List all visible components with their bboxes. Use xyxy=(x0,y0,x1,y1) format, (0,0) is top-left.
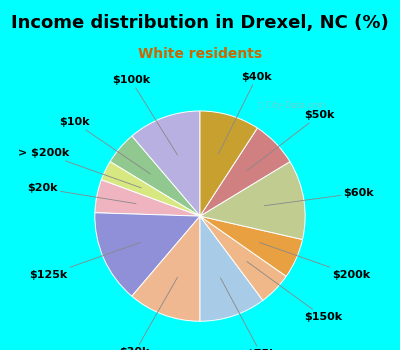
Wedge shape xyxy=(200,162,305,239)
Wedge shape xyxy=(95,213,200,296)
Wedge shape xyxy=(95,180,200,216)
Text: $30k: $30k xyxy=(120,277,178,350)
Text: > $200k: > $200k xyxy=(18,148,141,188)
Text: $200k: $200k xyxy=(260,243,371,280)
Text: Income distribution in Drexel, NC (%): Income distribution in Drexel, NC (%) xyxy=(11,14,389,32)
Text: $125k: $125k xyxy=(29,243,140,280)
Wedge shape xyxy=(132,216,200,321)
Wedge shape xyxy=(101,162,200,216)
Wedge shape xyxy=(200,216,302,276)
Wedge shape xyxy=(200,111,257,216)
Text: $10k: $10k xyxy=(59,117,150,174)
Text: $50k: $50k xyxy=(247,110,335,171)
Text: $60k: $60k xyxy=(264,188,374,206)
Text: $150k: $150k xyxy=(247,261,342,322)
Text: $100k: $100k xyxy=(112,75,178,155)
Text: $75k: $75k xyxy=(220,278,276,350)
Wedge shape xyxy=(200,128,290,216)
Text: White residents: White residents xyxy=(138,47,262,61)
Wedge shape xyxy=(132,111,200,216)
Text: $20k: $20k xyxy=(27,183,136,204)
Wedge shape xyxy=(200,216,263,321)
Wedge shape xyxy=(200,216,286,300)
Text: $40k: $40k xyxy=(218,72,272,154)
Text: Ⓜ City-Data.com: Ⓜ City-Data.com xyxy=(258,100,326,110)
Wedge shape xyxy=(110,136,200,216)
